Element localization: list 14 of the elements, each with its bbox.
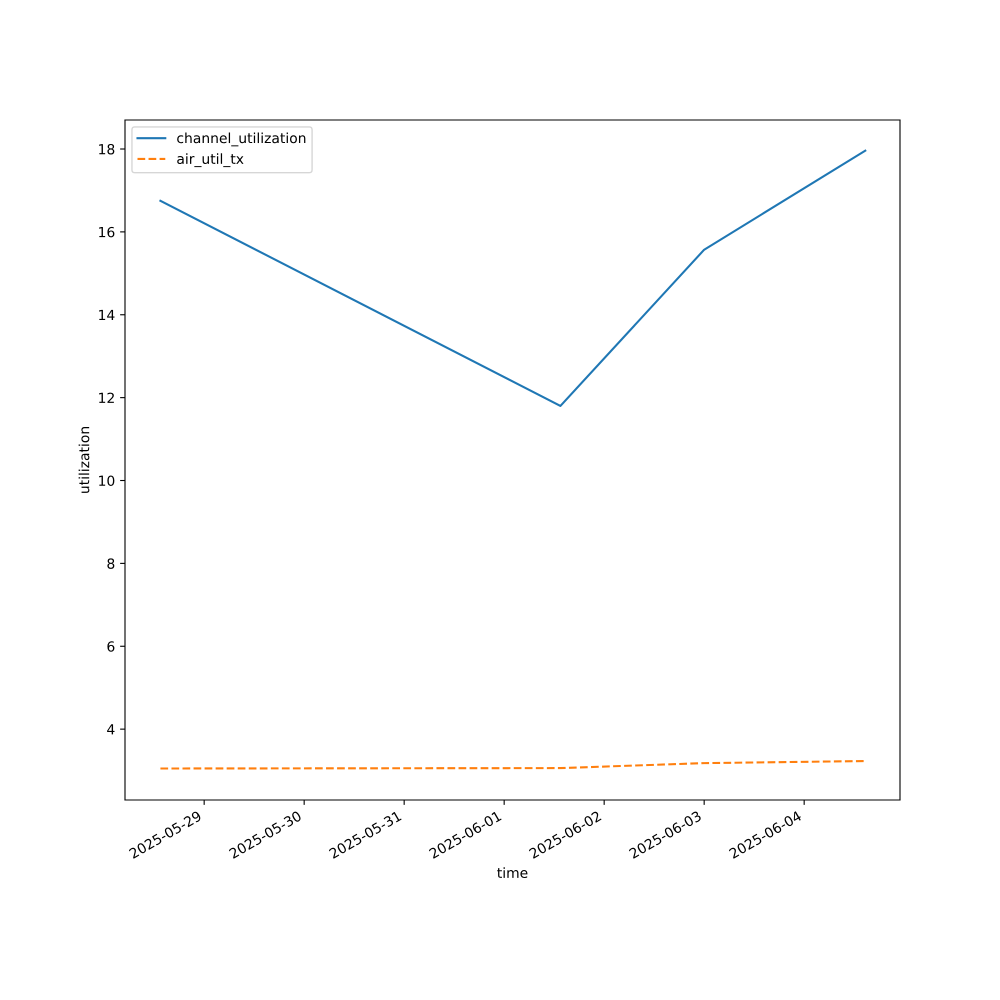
legend-label: air_util_tx [177,153,244,168]
y-tick-label: 6 [107,641,114,652]
y-tick-label: 10 [99,475,114,486]
y-tick-label: 4 [107,724,114,734]
y-axis-title: utilization [78,427,90,493]
line-series [159,150,866,407]
y-tick-label: 18 [99,144,114,154]
legend-label: channel_utilization [177,132,306,146]
y-tick-label: 14 [99,310,114,320]
y-tick-label: 12 [99,392,114,403]
line-series [159,760,866,770]
y-tick-label: 8 [107,558,114,569]
y-tick-label: 16 [99,226,114,238]
x-axis-title: time [497,867,528,878]
